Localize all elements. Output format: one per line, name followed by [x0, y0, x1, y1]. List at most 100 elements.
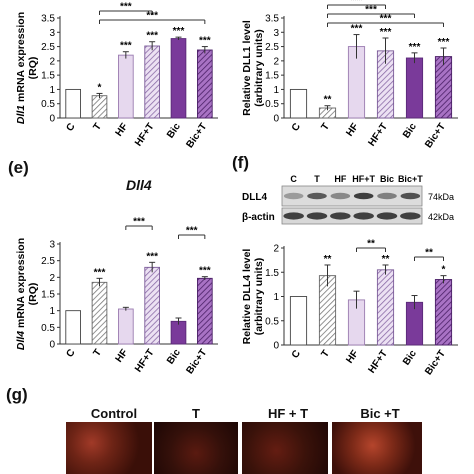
y-axis-label: Dll1 mRNA expression	[15, 12, 27, 124]
y-tick-label: 0	[49, 114, 55, 125]
y-axis-label-line2: (RQ)	[27, 283, 39, 306]
bar	[118, 54, 134, 119]
svg-text:***: ***	[380, 14, 392, 25]
axes	[59, 242, 218, 345]
category-label: C	[64, 347, 77, 359]
blot-band	[353, 192, 374, 200]
y-tick-label: 2.5	[265, 42, 279, 53]
category-label: Bic	[165, 347, 183, 366]
bar	[289, 88, 308, 119]
significance-bracket: ***	[99, 2, 153, 15]
blot-band	[377, 192, 397, 200]
panel-g-label: (g)	[6, 385, 28, 404]
category-label: Bic+T	[184, 347, 209, 375]
y-tick-label: 0.5	[265, 316, 279, 327]
error-bar	[201, 276, 208, 280]
y-tick-label: 2	[49, 56, 55, 67]
y-tick-label: 1.5	[265, 268, 279, 279]
micro-image-control	[66, 422, 152, 474]
significance-bracket: ***	[178, 226, 206, 239]
bar	[434, 279, 453, 346]
error-bar	[175, 36, 182, 40]
bar	[144, 45, 160, 119]
error-bar	[201, 46, 208, 54]
blot-band	[307, 192, 327, 200]
significance-bracket: ***	[99, 11, 206, 24]
error-bar	[96, 92, 103, 98]
y-tick-label: 0	[49, 340, 55, 351]
y-tick-label: 3	[49, 28, 55, 39]
y-tick-label: 2	[49, 273, 55, 284]
significance-label: *	[98, 82, 102, 93]
significance-label: ***	[199, 36, 211, 47]
category-label: HF	[344, 121, 361, 138]
bar	[434, 56, 453, 119]
error-bar	[440, 275, 447, 284]
category-label: Bic+T	[184, 121, 209, 150]
blot-lane-labels: C T HF HF+T Bic Bic+T	[290, 174, 423, 184]
blot-lane-label: T	[314, 174, 320, 184]
dll1-protein-chart: 0 0.5 1 1.5 2 2.5 3 3.5 C ** T *** HF *** HF+T *** Bic **…	[241, 0, 458, 150]
category-label: T	[319, 121, 332, 132]
category-label: HF	[114, 347, 131, 364]
micro-image-bict	[332, 422, 422, 474]
category-label: HF+T	[366, 348, 390, 375]
y-tick-label: 2.5	[41, 42, 55, 53]
y-tick-label: 3.5	[41, 14, 55, 25]
bar	[65, 310, 81, 345]
category-label: T	[91, 347, 104, 358]
y-tick-label: 2.5	[41, 256, 55, 267]
category-label: C	[290, 121, 303, 133]
blot-band	[330, 212, 351, 220]
category-label: C	[64, 121, 77, 133]
blot-band	[283, 212, 304, 220]
bar	[91, 95, 108, 119]
blot-row-label-actin: β-actin	[242, 212, 275, 223]
panel-f-label: (f)	[232, 153, 249, 172]
significance-bracket: ***	[327, 14, 444, 27]
svg-text:***: ***	[186, 226, 198, 237]
micro-label-t: T	[192, 406, 200, 421]
blot-band	[330, 192, 351, 200]
y-tick-label: 0	[273, 114, 279, 125]
svg-text:***: ***	[133, 217, 145, 228]
western-blot: C T HF HF+T Bic Bic+T DLL4 β-actin 74kDa 42kD…	[242, 174, 454, 225]
category-label: Bic	[401, 348, 419, 367]
error-bar	[440, 47, 447, 66]
y-tick-label: 0.5	[265, 99, 279, 110]
dll4-mrna-chart: 0 0.5 1 1.5 2 2.5 3 C *** T HF *** HF+T Bic *** Bic+T **…	[15, 217, 218, 375]
y-axis-label-line2: (arbitrary units)	[253, 258, 265, 336]
error-bar	[353, 290, 360, 309]
bar	[405, 57, 424, 119]
error-bar	[175, 317, 182, 325]
category-label: HF	[114, 121, 131, 138]
svg-text:**: **	[425, 248, 433, 259]
significance-label: *	[442, 265, 446, 276]
y-axis-label: Relative DLL1 level	[241, 20, 253, 116]
significance-label: ***	[351, 24, 363, 35]
blot-lane-label: Bic+T	[398, 174, 423, 184]
bar	[197, 277, 213, 345]
dll1-mrna-chart: 0 0.5 1 1.5 2 2.5 3 3.5 C * T *** HF *** HF+T *** Bic ***…	[15, 2, 218, 150]
error-bar	[411, 295, 418, 310]
category-label: Bic	[165, 121, 183, 140]
significance-label: ***	[120, 41, 132, 52]
y-tick-label: 2	[273, 56, 279, 67]
blot-lane-label: HF	[334, 174, 346, 184]
category-label: HF+T	[366, 121, 390, 148]
significance-bracket: **	[356, 239, 386, 252]
y-tick-label: 0.5	[41, 99, 55, 110]
significance-bracket: ***	[327, 0, 386, 9]
blot-band	[400, 192, 421, 200]
error-bar	[122, 51, 129, 59]
y-tick-label: 1	[273, 85, 279, 96]
error-bar	[382, 37, 389, 64]
significance-bracket: ***	[125, 217, 153, 230]
y-axis-label-line2: (arbitrary units)	[253, 29, 265, 107]
y-tick-label: 3	[49, 240, 55, 251]
error-bar	[149, 41, 156, 51]
blot-size-dll4: 74kDa	[428, 192, 454, 202]
category-label: Bic	[401, 121, 419, 140]
micro-label-hft: HF + T	[267, 406, 309, 421]
blot-band	[400, 212, 421, 220]
